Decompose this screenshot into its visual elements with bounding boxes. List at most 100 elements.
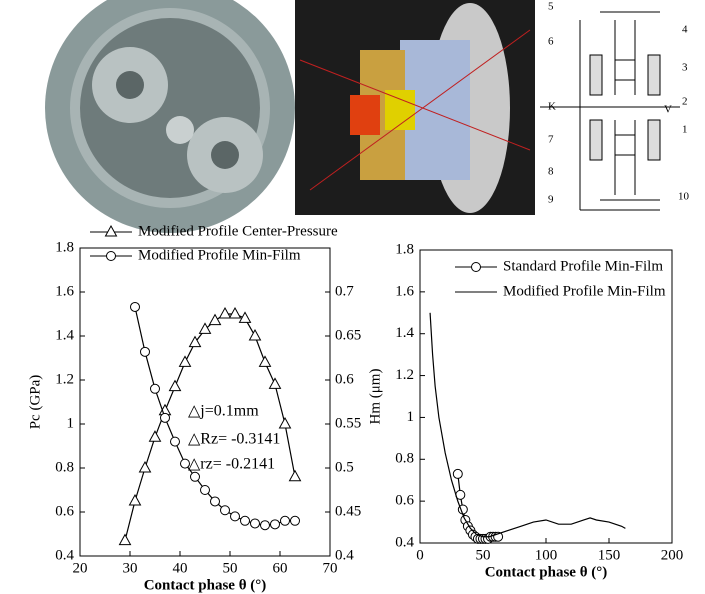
y2-tick-label: 0.5 bbox=[335, 459, 354, 475]
y-tick-label: 1.4 bbox=[55, 327, 74, 343]
data-point bbox=[230, 511, 240, 522]
x-tick-label: 30 bbox=[123, 560, 138, 576]
legend-marker bbox=[106, 251, 116, 261]
y-tick-label: 1.8 bbox=[55, 239, 74, 255]
legend-label: Modified Profile Center-Pressure bbox=[138, 223, 338, 239]
x-tick-label: 20 bbox=[73, 560, 88, 576]
y2-tick-label: 0.7 bbox=[335, 283, 354, 299]
y-tick-label: 1 bbox=[67, 415, 75, 431]
schematic-label: 5 bbox=[548, 1, 554, 13]
assembly-render bbox=[295, 0, 535, 215]
y-tick-label: 1.2 bbox=[55, 371, 74, 387]
y-tick-label: 0.6 bbox=[395, 493, 414, 509]
data-point bbox=[220, 505, 230, 516]
data-point bbox=[270, 519, 280, 530]
data-point bbox=[190, 471, 200, 482]
y-tick-label: 1 bbox=[407, 409, 415, 425]
x-tick-label: 50 bbox=[476, 547, 491, 563]
data-point bbox=[168, 379, 182, 392]
y-tick-label: 1.6 bbox=[395, 283, 414, 299]
y-tick-label: 1.6 bbox=[55, 283, 74, 299]
schematic-label: 9 bbox=[548, 194, 554, 206]
y2-tick-label: 0.6 bbox=[335, 371, 354, 387]
annotation: △rz= -0.2141 bbox=[188, 456, 275, 473]
y-tick-label: 1.8 bbox=[395, 241, 414, 257]
x-axis-label: Contact phase θ (°) bbox=[144, 577, 267, 593]
data-point bbox=[130, 301, 140, 312]
data-point bbox=[200, 485, 210, 495]
data-point bbox=[260, 520, 270, 531]
y-tick-label: 1.2 bbox=[395, 367, 414, 383]
legend-label: Modified Profile Min-Film bbox=[138, 247, 301, 263]
legend-label: Standard Profile Min-Film bbox=[503, 258, 663, 274]
data-point bbox=[150, 383, 160, 394]
y-tick-label: 0.8 bbox=[395, 451, 414, 467]
data-point bbox=[140, 346, 150, 357]
data-point bbox=[248, 328, 262, 341]
data-point bbox=[290, 515, 300, 526]
schematic bbox=[540, 0, 705, 215]
data-point bbox=[210, 496, 220, 507]
data-point bbox=[240, 515, 250, 526]
x-tick-label: 50 bbox=[223, 560, 238, 576]
y-axis-label: Hm (μm) bbox=[367, 369, 383, 425]
x-tick-label: 40 bbox=[173, 560, 188, 576]
schematic-label: 7 bbox=[548, 134, 554, 146]
data-point bbox=[178, 355, 192, 367]
data-point bbox=[238, 311, 252, 323]
series-line bbox=[124, 313, 296, 541]
schematic-label: K bbox=[548, 101, 556, 113]
data-point bbox=[250, 518, 260, 529]
data-point bbox=[128, 493, 142, 506]
data-point bbox=[118, 533, 132, 546]
y-tick-label: 0.6 bbox=[55, 503, 74, 519]
schematic-label: 3 bbox=[682, 62, 688, 74]
y2-tick-label: 0.45 bbox=[335, 503, 361, 519]
data-point bbox=[198, 322, 212, 334]
data-point bbox=[288, 469, 302, 482]
legend-marker bbox=[471, 262, 481, 272]
x-tick-label: 200 bbox=[661, 547, 684, 563]
legend-label: Modified Profile Min-Film bbox=[503, 283, 666, 299]
plot-frame bbox=[79, 247, 331, 557]
x-tick-label: 60 bbox=[273, 560, 288, 576]
schematic-label: 4 bbox=[682, 24, 688, 36]
annotation: △Rz= -0.3141 bbox=[188, 431, 280, 448]
x-tick-label: 100 bbox=[535, 547, 558, 563]
data-point bbox=[170, 436, 180, 447]
x-axis-label: Contact phase θ (°) bbox=[485, 564, 608, 580]
y2-tick-label: 0.65 bbox=[335, 327, 361, 343]
data-point bbox=[138, 460, 152, 473]
data-point bbox=[268, 377, 282, 389]
x-tick-label: 0 bbox=[416, 547, 424, 563]
x-tick-label: 70 bbox=[323, 560, 338, 576]
data-point bbox=[278, 416, 292, 429]
data-point bbox=[148, 430, 162, 442]
y-tick-label: 0.8 bbox=[55, 459, 74, 475]
data-point bbox=[180, 458, 190, 469]
data-point bbox=[452, 468, 463, 479]
y-tick-label: 0.4 bbox=[55, 547, 74, 563]
annotation: △j=0.1mm bbox=[188, 403, 259, 420]
gear-render bbox=[45, 0, 295, 233]
schematic-label: V bbox=[664, 104, 672, 116]
x-tick-label: 150 bbox=[598, 547, 621, 563]
schematic-label: 8 bbox=[548, 166, 554, 178]
data-point bbox=[218, 306, 232, 319]
schematic-label: 2 bbox=[682, 96, 688, 108]
data-point bbox=[160, 412, 170, 423]
data-point bbox=[188, 335, 202, 348]
y-tick-label: 1.4 bbox=[395, 325, 414, 341]
y2-tick-label: 0.55 bbox=[335, 415, 361, 431]
data-point bbox=[280, 515, 290, 526]
data-point bbox=[228, 306, 242, 319]
series-line bbox=[429, 312, 626, 538]
schematic-label: 6 bbox=[548, 36, 554, 48]
data-point bbox=[258, 355, 272, 367]
schematic-label: 10 bbox=[678, 191, 690, 203]
y2-tick-label: 0.4 bbox=[335, 547, 354, 563]
schematic-label: 1 bbox=[682, 124, 688, 136]
y-tick-label: 0.4 bbox=[395, 534, 414, 550]
